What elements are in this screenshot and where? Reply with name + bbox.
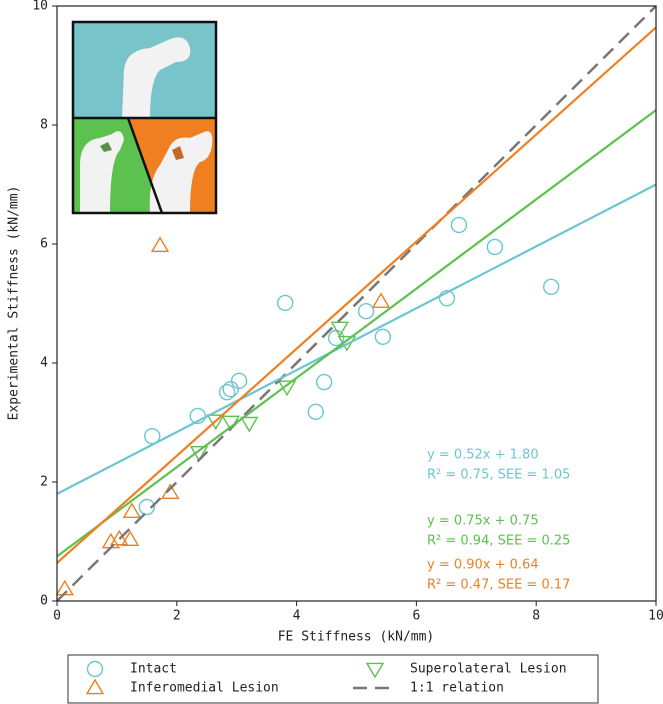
- y-tick-label: 6: [40, 237, 48, 252]
- legend-label: Inferomedial Lesion: [130, 681, 279, 696]
- x-axis-label: FE Stiffness (kN/mm): [278, 630, 435, 645]
- plot-frame: [56, 5, 657, 602]
- inset-frame: [71, 20, 218, 215]
- line: [56, 109, 657, 558]
- x-tick-label: 4: [293, 609, 301, 624]
- annotation: y = 0.75x + 0.75: [427, 514, 539, 529]
- point: [206, 414, 225, 431]
- point: [542, 278, 560, 296]
- bone: [80, 131, 124, 213]
- point: [330, 321, 349, 338]
- y-tick-label: 0: [40, 594, 48, 609]
- point: [371, 292, 391, 309]
- point: [315, 373, 333, 391]
- point: [218, 383, 236, 401]
- legend-label: Superolateral Lesion: [410, 662, 567, 677]
- lesion: [100, 142, 112, 152]
- line: [56, 183, 657, 495]
- x-tick-label: 0: [53, 609, 61, 624]
- y-tick-label: 4: [40, 356, 48, 371]
- y-tick-label: 8: [40, 118, 48, 133]
- point: [486, 238, 504, 256]
- point: [150, 236, 170, 253]
- point: [189, 407, 206, 425]
- bone: [149, 131, 213, 213]
- point: [160, 483, 180, 500]
- line: [56, 26, 657, 564]
- annotation: R² = 0.47, SEE = 0.17: [427, 578, 570, 593]
- point: [138, 498, 156, 516]
- lesion: [172, 146, 184, 160]
- legend-marker: [85, 678, 105, 695]
- y-tick-label: 10: [32, 0, 48, 14]
- inset-image: [71, 20, 218, 215]
- x-tick-label: 8: [532, 609, 540, 624]
- point: [110, 529, 129, 546]
- annotation: y = 0.52x + 1.80: [427, 448, 539, 463]
- bone: [122, 37, 191, 119]
- point: [438, 289, 456, 307]
- x-tick-label: 6: [412, 609, 420, 624]
- line: [56, 5, 657, 602]
- legend-marker: [86, 660, 104, 678]
- point: [450, 216, 468, 234]
- point: [357, 303, 375, 320]
- point: [122, 502, 142, 519]
- x-tick-label: 10: [648, 609, 663, 624]
- y-axis-label: Experimental Stiffness (kN/mm): [7, 186, 22, 421]
- point: [222, 380, 239, 398]
- legend-marker: [365, 662, 385, 679]
- annotation: R² = 0.94, SEE = 0.25: [427, 534, 570, 549]
- x-tick-label: 2: [173, 609, 181, 624]
- annotation: y = 0.90x + 0.64: [427, 558, 539, 573]
- annotation: R² = 0.75, SEE = 1.05: [427, 468, 570, 483]
- point: [230, 372, 248, 390]
- point: [374, 328, 392, 346]
- point: [240, 416, 259, 433]
- point: [120, 530, 140, 547]
- point: [277, 294, 294, 312]
- legend-label: 1:1 relation: [410, 681, 504, 696]
- point: [307, 403, 324, 420]
- y-tick-label: 2: [40, 475, 48, 490]
- legend-box: [67, 654, 599, 704]
- inset-divider: [126, 117, 164, 214]
- legend-label: Intact: [130, 662, 177, 677]
